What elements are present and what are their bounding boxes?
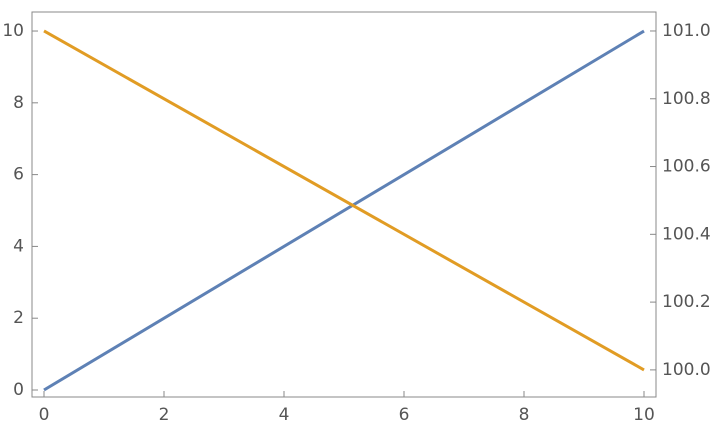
y2-tick-label: 101.0 — [662, 21, 711, 41]
x-tick-label: 8 — [519, 405, 530, 425]
y2-tick-label: 100.6 — [662, 157, 711, 177]
y-tick-label: 8 — [13, 93, 24, 113]
x-tick-label: 6 — [399, 405, 410, 425]
y-tick-label: 10 — [2, 21, 24, 41]
y-tick-label: 0 — [13, 380, 24, 400]
y2-tick-label: 100.2 — [662, 292, 711, 312]
x-tick-label: 2 — [159, 405, 170, 425]
y-tick-label: 4 — [13, 236, 24, 256]
x-tick-label: 0 — [39, 405, 50, 425]
y-tick-label: 2 — [13, 308, 24, 328]
y2-tick-label: 100.8 — [662, 89, 711, 109]
x-tick-label: 4 — [279, 405, 290, 425]
y2-tick-label: 100.0 — [662, 360, 711, 380]
y2-tick-label: 100.4 — [662, 224, 711, 244]
y-tick-label: 6 — [13, 165, 24, 185]
series-line — [43, 29, 645, 392]
plot-frame — [31, 11, 657, 398]
series-line — [43, 29, 645, 372]
x-tick-label: 10 — [633, 405, 655, 425]
